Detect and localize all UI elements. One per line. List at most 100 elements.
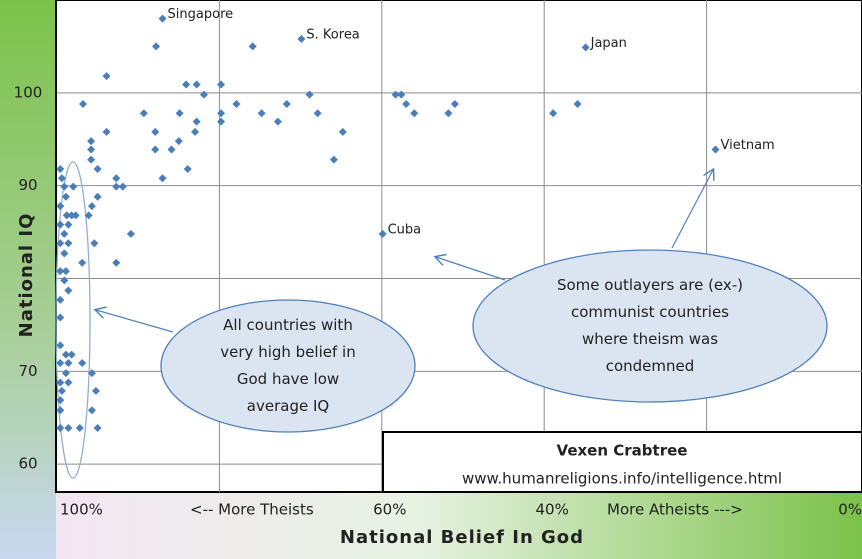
point [64,423,73,432]
point [93,423,102,432]
point [248,42,257,51]
callout [160,299,416,433]
point [56,358,65,367]
point [338,127,347,136]
point [273,117,282,126]
point [444,109,453,118]
point [61,350,70,359]
callout-text: All countries with [223,316,353,334]
point [402,99,411,108]
point [192,117,201,126]
point [56,267,65,276]
y-tick-label: 90 [18,176,37,194]
point [297,34,306,43]
point [64,220,73,229]
callout-text: condemned [606,357,695,375]
point [78,358,87,367]
point [118,182,127,191]
point-label: S. Korea [306,27,359,42]
point [175,109,184,118]
point [93,192,102,201]
point [62,211,71,220]
point [581,43,590,52]
point [93,164,102,173]
point [282,99,291,108]
point [56,341,65,350]
point [87,369,96,378]
point [56,220,65,229]
point [329,155,338,164]
y-axis-title: National IQ [16,213,37,338]
point [102,72,111,81]
point [217,109,226,118]
point [56,406,65,415]
point [102,127,111,136]
y-tick-label: 70 [18,362,37,380]
point [112,182,121,191]
point [573,99,582,108]
point-label: Japan [590,36,627,51]
point [78,258,87,267]
x-axis-band [56,492,862,559]
point [57,174,66,183]
point [174,137,183,146]
point [217,117,226,126]
callout-text: average IQ [247,397,329,415]
point [378,229,387,238]
point [56,396,65,405]
point [182,80,191,89]
point [60,229,69,238]
credit-url: www.humanreligions.info/intelligence.htm… [462,470,782,488]
point [61,192,70,201]
point [90,239,99,248]
point [257,109,266,118]
point [87,155,96,164]
point-label: Vietnam [721,138,775,153]
point [151,145,160,154]
callout-text: God have low [237,370,339,388]
x-tick-label: 0% [838,501,862,519]
x-tick-label: 100% [60,501,103,519]
x-tick-label: 40% [536,501,569,519]
group-ellipse [55,161,91,479]
point [64,286,73,295]
point [217,80,226,89]
point [75,423,84,432]
arrow [671,170,713,249]
point [56,313,65,322]
point [60,249,69,258]
x-tick-label: 60% [373,501,406,519]
point [199,90,208,99]
point [57,386,66,395]
point [56,164,65,173]
point [56,295,65,304]
y-axis-band [0,0,56,559]
point [391,90,400,99]
point [56,378,65,387]
point [112,174,121,183]
callout [472,249,828,403]
point [60,182,69,191]
point [87,137,96,146]
point [167,145,176,154]
point [69,182,78,191]
point-label: Singapore [168,7,234,22]
point [61,267,70,276]
point [84,211,93,220]
x-left-note: <-- More Theists [190,501,314,519]
callout-text: very high belief in [220,343,355,361]
point [313,109,322,118]
point [112,258,121,267]
point [56,239,65,248]
point [87,406,96,415]
arrow [96,310,174,333]
x-axis-title: National Belief In God [340,527,584,548]
point [64,239,73,248]
point [152,42,161,51]
point [67,211,76,220]
point [60,276,69,285]
y-tick-label: 100 [14,83,43,101]
point [410,109,419,118]
point [61,369,70,378]
